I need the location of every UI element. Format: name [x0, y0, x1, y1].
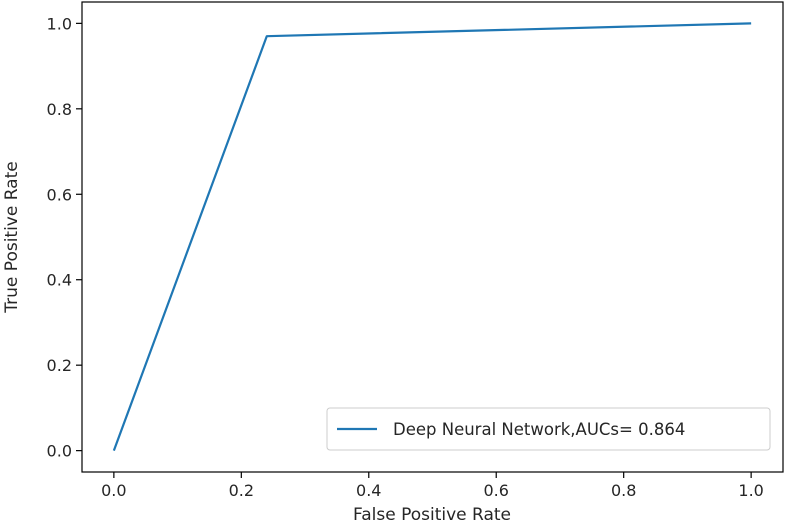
x-tick-label: 0.6: [484, 481, 509, 500]
series-line-0: [112, 22, 752, 452]
series-layer: [112, 22, 752, 452]
ticks-layer: 0.0 0.2 0.4 0.6 0.8 1.0 0.0 0.2 0.4 0.6 0.8 1.0: [47, 14, 764, 500]
x-tick-label: 0.4: [356, 481, 381, 500]
plot-frame: [81, 1, 784, 473]
y-axis-label: True Positive Rate: [2, 161, 22, 313]
y-tick-label: 0.8: [47, 100, 72, 119]
legend-label: Deep Neural Network,AUCs= 0.864: [393, 420, 685, 439]
legend-box: [326, 407, 771, 451]
y-tick-label: 0.6: [47, 185, 72, 204]
x-tick-label: 0.0: [101, 481, 126, 500]
x-axis-label: False Positive Rate: [353, 505, 511, 522]
x-tick-label: 0.8: [611, 481, 636, 500]
y-tick-label: 1.0: [47, 14, 72, 33]
y-tick-label: 0.0: [47, 442, 72, 461]
x-tick-label: 0.2: [229, 481, 254, 500]
legend: Deep Neural Network,AUCs= 0.864: [326, 407, 771, 451]
x-tick-label: 1.0: [738, 481, 763, 500]
y-tick-label: 0.4: [47, 271, 72, 290]
y-tick-label: 0.2: [47, 356, 72, 375]
